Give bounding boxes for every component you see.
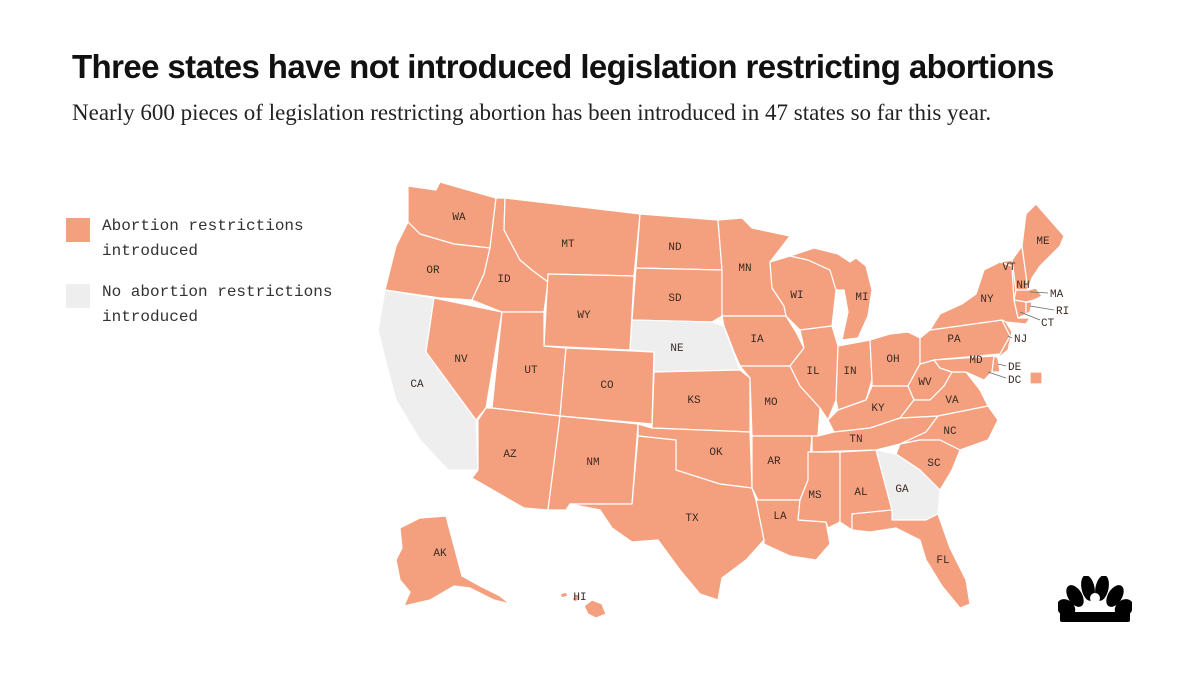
state-label-OK: OK	[709, 447, 723, 459]
state-MI	[789, 247, 873, 341]
state-label-ID: ID	[497, 274, 511, 286]
state-NJ	[997, 319, 1013, 359]
state-label-NM: NM	[586, 457, 599, 469]
state-label-AK: AK	[433, 548, 447, 560]
state-DE	[991, 355, 1001, 373]
state-label-NE: NE	[670, 343, 684, 355]
state-label-HI: HI	[573, 592, 586, 604]
state-label-MT: MT	[561, 239, 575, 251]
state-label-MD: MD	[969, 355, 983, 367]
state-label-NH: NH	[1016, 280, 1029, 292]
state-label-NJ: NJ	[1014, 334, 1027, 346]
state-NV	[425, 297, 503, 421]
state-label-CO: CO	[600, 380, 614, 392]
state-label-NC: NC	[943, 426, 957, 438]
state-label-WA: WA	[452, 212, 466, 224]
state-label-IN: IN	[843, 366, 856, 378]
state-label-GA: GA	[895, 484, 909, 496]
state-label-AL: AL	[854, 487, 867, 499]
state-label-CT: CT	[1041, 318, 1055, 330]
state-label-TN: TN	[849, 434, 862, 446]
state-label-CA: CA	[410, 379, 424, 391]
state-label-DC: DC	[1008, 375, 1022, 387]
state-label-KS: KS	[687, 395, 701, 407]
state-label-NV: NV	[454, 354, 468, 366]
state-label-OR: OR	[426, 265, 440, 277]
state-label-SC: SC	[927, 458, 941, 470]
nbc-peacock-icon	[1058, 576, 1132, 622]
state-label-MI: MI	[855, 292, 868, 304]
legend-swatch-none	[66, 284, 90, 308]
legend-swatch-restricted	[66, 218, 90, 242]
state-label-VT: VT	[1002, 262, 1016, 274]
state-label-OH: OH	[886, 354, 899, 366]
state-label-VA: VA	[945, 395, 959, 407]
state-label-IL: IL	[806, 366, 819, 378]
state-ME	[1021, 203, 1065, 291]
state-TX	[569, 435, 765, 601]
state-label-WI: WI	[790, 290, 803, 302]
state-label-MO: MO	[764, 397, 778, 409]
state-KS	[651, 369, 751, 433]
state-label-WY: WY	[577, 310, 591, 322]
state-SD	[631, 267, 723, 323]
state-FL	[851, 509, 971, 609]
state-label-DE: DE	[1008, 362, 1022, 374]
state-HI	[583, 599, 607, 619]
chart-subtitle: Nearly 600 pieces of legislation restric…	[72, 100, 992, 125]
state-label-TX: TX	[685, 513, 699, 525]
state-label-MA: MA	[1050, 289, 1064, 301]
legend-label-restricted: Abortion restrictions introduced	[102, 217, 304, 260]
state-label-AZ: AZ	[503, 449, 517, 461]
state-label-SD: SD	[668, 293, 682, 305]
state-label-PA: PA	[947, 334, 961, 346]
state-HI-islands	[559, 591, 581, 603]
label-leader-lines	[987, 291, 1055, 379]
state-label-AR: AR	[767, 456, 781, 468]
legend-label-none: No abortion restrictions introduced	[102, 283, 333, 326]
state-AK	[395, 515, 511, 607]
state-AR	[751, 435, 813, 501]
state-label-IA: IA	[750, 334, 764, 346]
state-label-FL: FL	[936, 555, 949, 567]
state-label-ME: ME	[1036, 236, 1050, 248]
state-label-RI: RI	[1056, 306, 1069, 318]
state-label-WV: WV	[918, 377, 932, 389]
state-label-LA: LA	[773, 511, 787, 523]
state-label-NY: NY	[980, 294, 994, 306]
state-label-KY: KY	[871, 403, 885, 415]
state-label-ND: ND	[668, 242, 682, 254]
state-label-MN: MN	[738, 263, 751, 275]
state-RI	[1025, 301, 1033, 315]
state-DC-square	[1029, 371, 1043, 385]
state-label-MS: MS	[808, 490, 822, 502]
chart-title: Three states have not introduced legisla…	[72, 48, 1054, 85]
state-IL	[789, 325, 839, 421]
state-label-UT: UT	[524, 365, 538, 377]
